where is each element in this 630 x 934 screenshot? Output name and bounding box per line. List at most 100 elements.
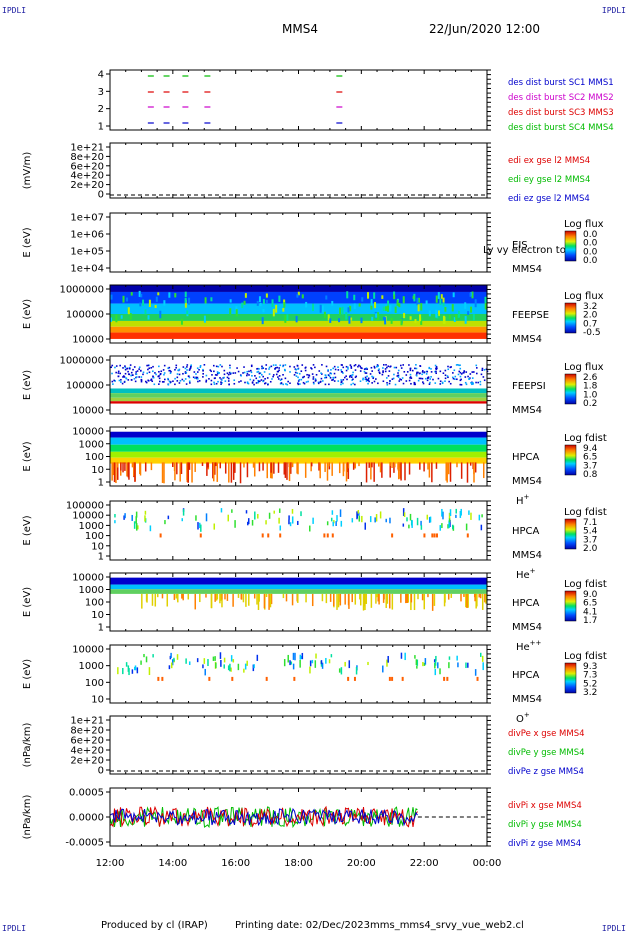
spectrogram-pixel xyxy=(116,462,119,468)
spectrogram-pixel xyxy=(333,520,335,524)
spectrogram-pixel xyxy=(325,295,328,300)
spectrogram-pixel xyxy=(246,462,249,478)
spectrogram-pixel xyxy=(199,522,201,529)
spectrogram-pixel xyxy=(473,462,475,475)
spectrogram-pixel xyxy=(195,515,197,521)
spectrogram-pixel xyxy=(384,370,387,373)
spectrogram-pixel xyxy=(347,676,350,681)
spectrogram-pixel xyxy=(439,298,442,306)
spectrogram-pixel xyxy=(147,368,149,371)
spectrogram-pixel xyxy=(370,302,373,310)
spectrogram-pixel xyxy=(196,377,199,380)
spectrogram-pixel xyxy=(184,299,187,308)
spectrogram-pixel xyxy=(309,666,311,674)
spectrogram-pixel xyxy=(248,370,250,373)
panel-frame xyxy=(109,69,488,131)
footer-printing-date: Printing date: 02/Dec/2023 xyxy=(235,920,371,931)
spectrogram-pixel xyxy=(332,521,334,527)
spectrogram-pixel xyxy=(393,373,395,376)
spectrogram-pixel xyxy=(273,462,275,474)
spectrogram-pixel xyxy=(479,593,482,599)
spectrogram-pixel xyxy=(169,369,171,372)
spectrogram-pixel xyxy=(221,593,223,608)
spectrogram-pixel xyxy=(154,304,157,309)
spectrogram-pixel xyxy=(434,668,437,676)
spacecraft-label: MMS4 xyxy=(512,476,542,487)
spectrogram-pixel xyxy=(481,593,484,610)
spectrogram-pixel xyxy=(111,364,114,367)
spectrogram-pixel xyxy=(398,380,401,382)
spectrogram-pixel xyxy=(246,370,249,373)
spectrogram-pixel xyxy=(420,520,422,526)
spectrogram-pixel xyxy=(467,375,469,378)
spectrogram-pixel xyxy=(406,371,409,373)
spectrogram-pixel xyxy=(203,315,206,323)
spectrogram-pixel xyxy=(340,381,343,383)
spectrogram-pixel xyxy=(388,382,391,385)
spectrogram-pixel xyxy=(258,296,261,303)
spectrogram-pixel xyxy=(410,382,412,385)
spectrogram-pixel xyxy=(131,462,134,468)
spectrogram-pixel xyxy=(190,365,192,368)
spectrogram-pixel xyxy=(439,383,442,385)
y-tick-label: 1e+06 xyxy=(70,230,104,241)
legend-entry: divPe z gse MMS4 xyxy=(508,767,584,777)
spectrogram-pixel xyxy=(226,376,229,379)
spectrogram-pixel xyxy=(324,462,326,472)
spectrogram-pixel xyxy=(168,366,171,369)
spectrogram-pixel xyxy=(176,380,179,382)
spectrogram-pixel xyxy=(481,369,484,372)
spectrogram-pixel xyxy=(410,377,413,379)
spectrogram-pixel xyxy=(456,378,458,381)
spectrogram-pixel xyxy=(260,379,263,381)
spectrogram-pixel xyxy=(327,369,329,371)
spectrogram-pixel xyxy=(229,663,231,669)
spectrogram-pixel xyxy=(474,462,477,473)
spectrogram-pixel xyxy=(334,376,337,379)
spectrogram-pixel xyxy=(181,593,183,599)
spectrogram-pixel xyxy=(289,522,292,527)
spectrogram-pixel xyxy=(340,520,343,527)
spectrogram-pixel xyxy=(134,462,136,482)
chart-area: 4 3 2 1 des dist burst SC1 MMS1 des dist burs… xyxy=(22,69,614,869)
spectrogram-pixel xyxy=(204,668,206,676)
spectrogram-pixel xyxy=(314,660,317,668)
spectrogram-pixel xyxy=(464,376,467,378)
spectrogram-pixel xyxy=(286,383,289,386)
spectrogram-pixel xyxy=(234,520,236,528)
spectrogram-pixel xyxy=(300,655,303,660)
spectrogram-pixel xyxy=(459,383,462,386)
spectrogram-pixel xyxy=(250,369,252,372)
spectrogram-pixel xyxy=(345,365,348,368)
header-datetime: 22/Jun/2020 12:00 xyxy=(429,22,541,36)
spectrogram-pixel xyxy=(431,533,434,538)
panel-feepse: 1000000 100000 10000 E (eV) FEEPSE MMS4 Log fl… xyxy=(22,284,604,346)
spectrogram-pixel xyxy=(158,365,160,368)
legend-entry: edi ez gse l2 MMS4 xyxy=(508,194,590,204)
spectrogram-pixel xyxy=(435,655,437,662)
spectrogram-pixel xyxy=(480,373,483,376)
colorbar-tick-label: 5.2 xyxy=(583,679,597,689)
spectrogram-pixel xyxy=(168,380,171,383)
spectrogram-pixel xyxy=(409,367,412,370)
spectrogram-pixel xyxy=(179,380,182,382)
spectrogram-pixel xyxy=(240,374,242,377)
spectrogram-pixel xyxy=(163,462,165,484)
spectrogram-pixel xyxy=(353,676,356,681)
spectrogram-pixel xyxy=(124,365,126,367)
spectrogram-pixel xyxy=(472,314,475,321)
spectrogram-pixel xyxy=(359,370,362,372)
spectrogram-pixel xyxy=(261,533,264,538)
spectrogram-pixel xyxy=(351,593,353,603)
spectrogram-pixel xyxy=(402,364,405,366)
spectrogram-pixel xyxy=(184,367,187,370)
spectrogram-pixel xyxy=(140,369,142,372)
spectrogram-pixel xyxy=(455,508,457,514)
spectrogram-pixel xyxy=(349,364,352,366)
spectrogram-pixel xyxy=(279,525,282,531)
spectrogram-pixel xyxy=(152,654,154,658)
spectrogram-pixel xyxy=(194,377,196,380)
spectrogram-pixel xyxy=(125,662,128,667)
spectrogram-pixel xyxy=(449,382,452,385)
spectrogram-pixel xyxy=(221,382,223,384)
